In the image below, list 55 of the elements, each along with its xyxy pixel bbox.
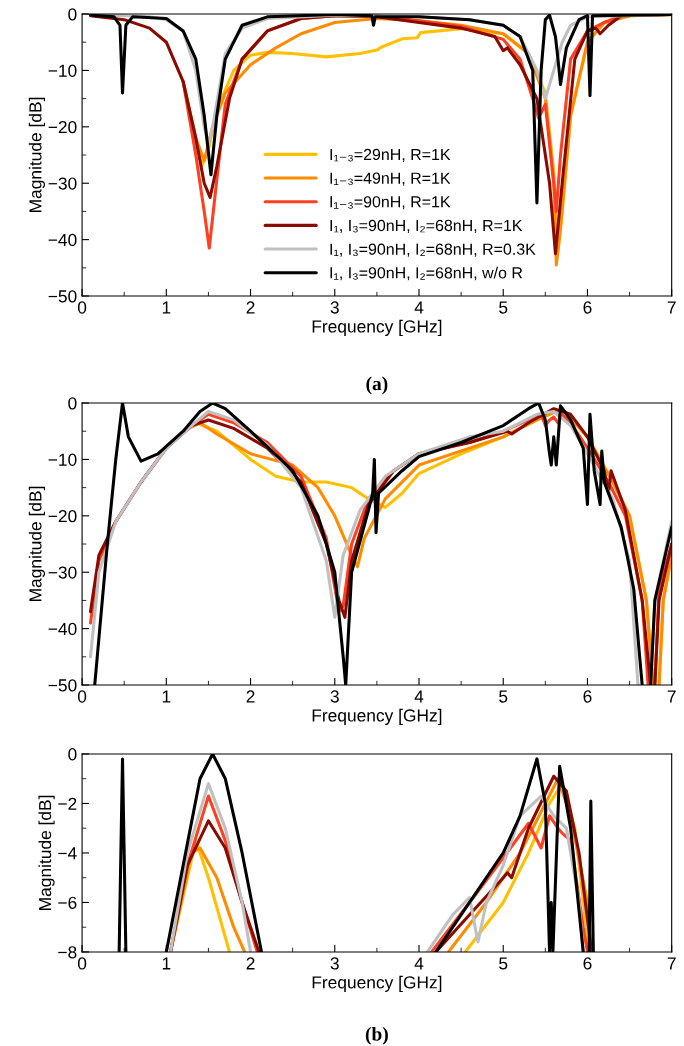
x-tick-label: 2 bbox=[246, 957, 255, 970]
y-tick-label: −50 bbox=[48, 679, 77, 692]
y-tick-label: −20 bbox=[48, 120, 77, 134]
y-tick-label: −4 bbox=[58, 847, 77, 860]
y-tick-label: −10 bbox=[48, 64, 77, 77]
y-axis-title: Magnitude [dB] bbox=[28, 486, 45, 601]
x-tick-label: 7 bbox=[667, 301, 676, 314]
legend-label: I₁₋₃=49nH, R=1K bbox=[330, 172, 451, 186]
x-tick-label: 7 bbox=[667, 957, 676, 970]
x-tick-label: 7 bbox=[667, 690, 676, 703]
x-tick-label: 1 bbox=[162, 301, 171, 314]
y-tick-label: −20 bbox=[48, 509, 77, 523]
y-tick-label: −30 bbox=[48, 566, 77, 579]
x-tick-label: 5 bbox=[499, 301, 508, 314]
y-tick-label: 0 bbox=[68, 397, 77, 410]
x-tick-label: 1 bbox=[162, 690, 171, 703]
x-tick-label: 3 bbox=[330, 957, 339, 970]
x-tick-label: 2 bbox=[246, 690, 255, 703]
x-tick-label: 0 bbox=[77, 957, 87, 970]
x-tick-label: 3 bbox=[330, 690, 339, 703]
x-tick-label: 2 bbox=[246, 301, 255, 314]
legend-label: I₁₋₃=90nH, R=1K bbox=[330, 196, 451, 210]
legend-label: I₁, I₃=90nH, I₂=68nH, w/o R bbox=[330, 266, 523, 281]
x-tick-label: 4 bbox=[414, 690, 424, 703]
y-axis-title: Magnitude [dB] bbox=[38, 795, 55, 910]
y-axis-title: Magnitude [dB] bbox=[28, 97, 45, 212]
y-tick-label: −6 bbox=[58, 896, 77, 909]
text: (a) bbox=[366, 376, 388, 395]
legend-label: I₁₋₃=29nH, R=1K bbox=[330, 148, 451, 162]
x-tick-label: 5 bbox=[499, 957, 508, 970]
y-tick-label: −8 bbox=[58, 946, 77, 959]
x-tick-label: 0 bbox=[77, 301, 87, 314]
x-tick-label: 4 bbox=[414, 957, 424, 970]
text: (b) bbox=[365, 1026, 388, 1045]
y-tick-label: 0 bbox=[68, 8, 77, 21]
y-tick-label: −40 bbox=[48, 233, 77, 247]
y-tick-label: 0 bbox=[68, 748, 77, 761]
x-axis-title: Frequency [GHz] bbox=[312, 975, 442, 992]
x-axis-title: Frequency [GHz] bbox=[312, 708, 442, 726]
x-tick-label: 6 bbox=[583, 957, 592, 970]
y-tick-label: −40 bbox=[48, 622, 77, 636]
x-tick-label: 6 bbox=[583, 301, 592, 314]
x-tick-label: 0 bbox=[77, 690, 87, 703]
x-tick-label: 4 bbox=[414, 301, 424, 314]
y-tick-label: −30 bbox=[48, 177, 77, 190]
x-axis-title: Frequency [GHz] bbox=[312, 319, 442, 337]
legend-label: I₁, I₃=90nH, I₂=68nH, R=1K bbox=[330, 219, 523, 234]
y-tick-label: −10 bbox=[48, 453, 77, 466]
legend-label: I₁, I₃=90nH, I₂=68nH, R=0.3K bbox=[330, 243, 536, 257]
y-tick-label: −50 bbox=[48, 290, 77, 303]
x-tick-label: 1 bbox=[162, 957, 171, 970]
y-tick-label: −2 bbox=[58, 797, 77, 810]
x-tick-label: 5 bbox=[499, 690, 508, 703]
x-tick-label: 6 bbox=[583, 690, 592, 703]
x-tick-label: 3 bbox=[330, 301, 339, 314]
